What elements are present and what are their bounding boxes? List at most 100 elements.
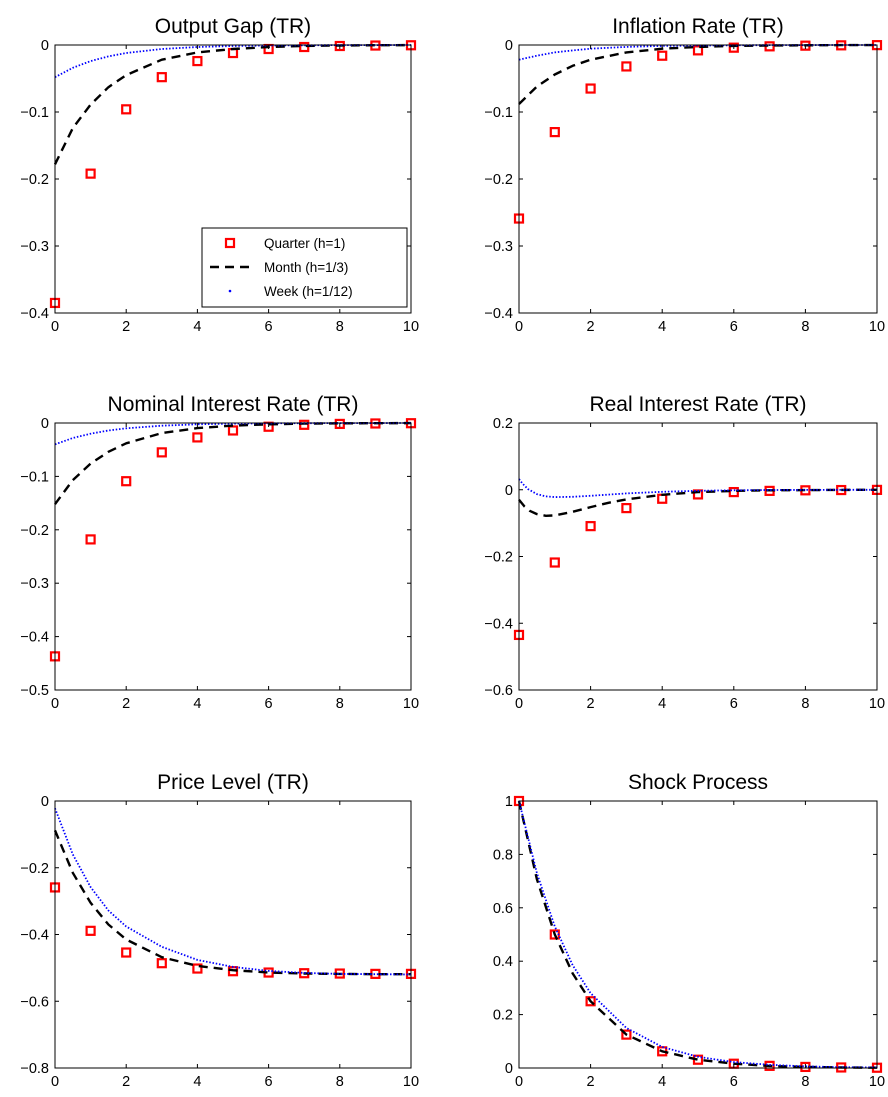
y-tick-label: 0 <box>505 483 513 499</box>
x-tick-label: 0 <box>51 1074 59 1090</box>
quarter-marker <box>121 476 132 487</box>
axes-box <box>54 422 412 691</box>
quarter-marker <box>621 503 632 514</box>
quarter-marker <box>692 45 704 56</box>
y-tick-label: 1 <box>505 794 513 810</box>
x-tick-label: 0 <box>515 696 523 712</box>
x-tick-label: 6 <box>730 1074 738 1090</box>
month-line <box>53 43 412 165</box>
x-tick-label: 6 <box>265 696 273 712</box>
legend: Quarter (h=1) Month (h=1/3) Week (h=1/12) <box>201 227 408 308</box>
x-tick-label: 0 <box>515 319 523 335</box>
quarter-marker <box>156 72 167 83</box>
y-tick-label: −0.2 <box>20 523 49 539</box>
x-tick-label: 8 <box>801 1074 809 1090</box>
panel-title: Price Level (TR) <box>157 771 309 794</box>
x-tick-label: 4 <box>193 319 201 335</box>
plot-area <box>513 40 883 224</box>
quarter-marker <box>192 55 203 67</box>
week-line <box>54 422 412 446</box>
x-tick-label: 4 <box>193 1074 201 1090</box>
quarter-marker <box>549 557 560 568</box>
y-tick-label: 0 <box>41 38 49 54</box>
y-tick-label: −0.1 <box>20 105 49 121</box>
y-tick-label: 0.2 <box>493 1008 513 1024</box>
y-tick-label: −0.5 <box>20 683 49 699</box>
quarter-marker <box>85 534 96 545</box>
week-line <box>518 478 877 498</box>
y-tick-label: −0.2 <box>20 172 49 188</box>
y-tick-label: −0.2 <box>484 172 513 188</box>
x-tick-label: 10 <box>403 319 419 335</box>
quarter-marker <box>621 61 632 72</box>
x-tick-label: 6 <box>265 319 273 335</box>
quarter-marker <box>156 958 167 969</box>
x-tick-label: 4 <box>658 696 666 712</box>
x-tick-label: 10 <box>869 696 885 712</box>
panel-3: Nominal Interest Rate (TR) 0 2 4 6 8 10 0 −0.1 −0… <box>20 393 419 712</box>
week-line <box>54 807 412 976</box>
y-tick-label: 0 <box>41 416 49 432</box>
quarter-marker <box>585 996 596 1007</box>
month-line <box>517 800 878 1069</box>
x-tick-label: 10 <box>403 1074 419 1090</box>
panel-2: Inflation Rate (TR) 0 2 4 6 8 10 0 −0.1 −0.2 −0.3 −… <box>484 15 885 335</box>
y-tick-label: 0 <box>505 38 513 54</box>
y-tick-label: −0.6 <box>20 994 49 1010</box>
y-tick-label: −0.2 <box>484 550 513 566</box>
x-tick-label: 2 <box>587 696 595 712</box>
week-line <box>518 800 878 1069</box>
panel-1: Output Gap (TR) 0 2 4 6 8 10 0 −0.1 −0.2 −0.3 −0.4 <box>20 15 419 335</box>
quarter-marker <box>192 432 203 443</box>
quarter-marker <box>585 521 596 532</box>
x-tick-label: 0 <box>51 696 59 712</box>
quarter-marker <box>192 963 203 974</box>
x-tick-label: 4 <box>658 1074 666 1090</box>
quarter-marker <box>121 104 132 115</box>
x-tick-label: 2 <box>122 696 130 712</box>
panel-4: Real Interest Rate (TR) 0 2 4 6 8 10 0.2 0 −0.2 −0… <box>484 393 885 712</box>
quarter-marker <box>728 486 739 498</box>
y-tick-label: 0.2 <box>493 416 513 432</box>
panel-title: Shock Process <box>628 771 768 794</box>
plot-area <box>49 418 417 662</box>
x-tick-label: 0 <box>515 1074 523 1090</box>
y-tick-label: −0.3 <box>484 239 513 255</box>
x-tick-label: 2 <box>122 1074 130 1090</box>
month-line <box>53 829 411 976</box>
y-tick-label: −0.4 <box>20 928 49 944</box>
x-tick-label: 4 <box>658 319 666 335</box>
x-tick-label: 8 <box>336 319 344 335</box>
quarter-marker <box>657 50 668 61</box>
y-tick-label: −0.3 <box>20 576 49 592</box>
panel-5: Price Level (TR) 0 2 4 6 8 10 0 −0.2 −0.4 −0.6 −0.8 <box>20 771 419 1090</box>
legend-marker <box>224 237 236 249</box>
x-tick-label: 6 <box>730 319 738 335</box>
y-tick-label: −0.3 <box>20 239 49 255</box>
y-tick-label: −0.4 <box>484 616 513 632</box>
y-tick-label: −0.4 <box>20 630 49 646</box>
panel-title: Inflation Rate (TR) <box>612 15 784 38</box>
y-tick-label: 0.8 <box>493 847 513 863</box>
x-tick-label: 2 <box>587 1074 595 1090</box>
quarter-marker <box>585 83 596 94</box>
x-tick-label: 8 <box>801 696 809 712</box>
axes-box <box>54 800 412 1069</box>
quarter-marker <box>121 947 132 958</box>
quarter-marker <box>85 168 96 179</box>
panel-title: Output Gap (TR) <box>155 15 311 38</box>
x-tick-label: 2 <box>122 319 130 335</box>
legend-label: Month (h=1/3) <box>264 260 348 275</box>
x-tick-label: 8 <box>801 319 809 335</box>
x-tick-label: 0 <box>51 319 59 335</box>
plot-area <box>513 795 883 1073</box>
x-tick-label: 10 <box>869 1074 885 1090</box>
y-tick-label: −0.6 <box>484 683 513 699</box>
x-tick-label: 2 <box>587 319 595 335</box>
panel-title: Real Interest Rate (TR) <box>589 393 806 416</box>
quarter-marker <box>549 127 560 138</box>
quarter-marker <box>728 42 739 53</box>
quarter-marker <box>85 925 96 936</box>
axes-box <box>518 44 878 314</box>
panel-title: Nominal Interest Rate (TR) <box>108 393 359 416</box>
